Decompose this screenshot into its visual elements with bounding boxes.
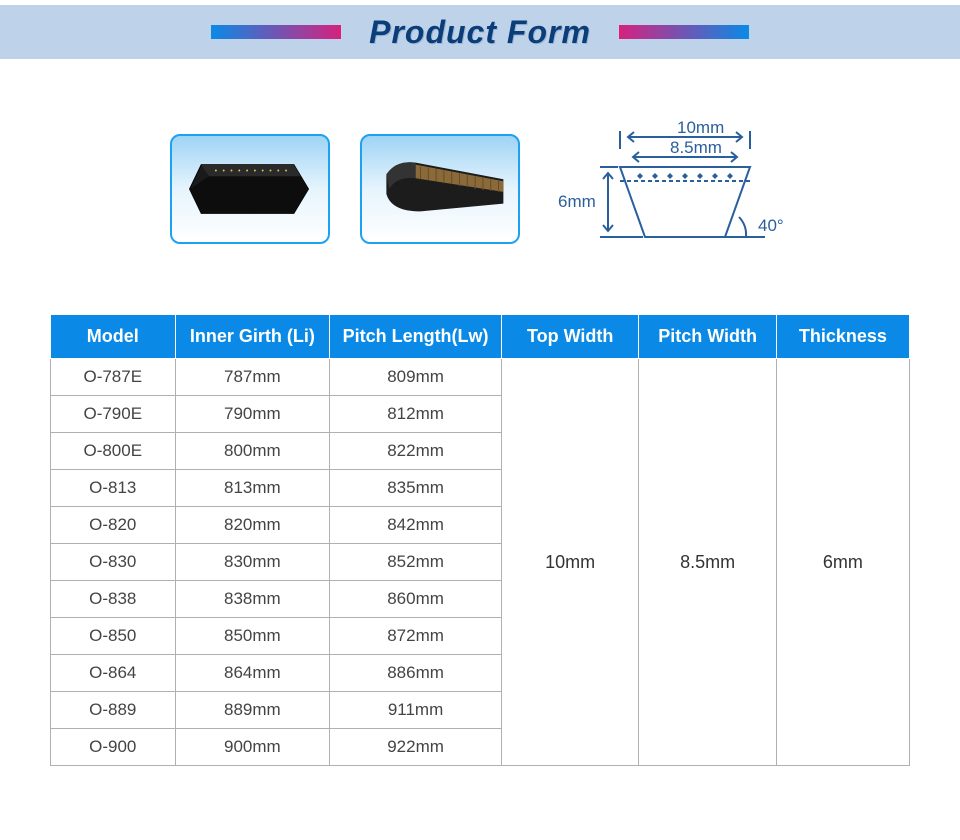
cell-inner-girth: 830mm (175, 544, 330, 581)
cell-pitch-length: 809mm (330, 359, 502, 396)
cell-model: O-820 (51, 507, 176, 544)
th-thickness: Thickness (776, 315, 909, 359)
cell-inner-girth: 838mm (175, 581, 330, 618)
cell-inner-girth: 790mm (175, 396, 330, 433)
cell-inner-girth: 820mm (175, 507, 330, 544)
spec-table: Model Inner Girth (Li) Pitch Length(Lw) … (50, 314, 910, 766)
page-title: Product Form (369, 14, 591, 51)
gradient-bar-left (211, 25, 341, 39)
th-model: Model (51, 315, 176, 359)
cell-pitch-length: 835mm (330, 470, 502, 507)
cell-pitch-length: 860mm (330, 581, 502, 618)
cell-top-width: 10mm (501, 359, 638, 766)
diagram-height: 6mm (558, 192, 596, 211)
cell-pitch-length: 911mm (330, 692, 502, 729)
cell-model: O-813 (51, 470, 176, 507)
product-image-1 (170, 134, 330, 244)
table-header-row: Model Inner Girth (Li) Pitch Length(Lw) … (51, 315, 910, 359)
cell-pitch-length: 922mm (330, 729, 502, 766)
cell-model: O-864 (51, 655, 176, 692)
cell-pitch-length: 822mm (330, 433, 502, 470)
vbelt-loop-icon (172, 134, 328, 244)
cell-model: O-900 (51, 729, 176, 766)
cell-pitch-length: 842mm (330, 507, 502, 544)
cell-pitch-length: 852mm (330, 544, 502, 581)
table-row: O-787E787mm809mm10mm8.5mm6mm (51, 359, 910, 396)
cell-model: O-838 (51, 581, 176, 618)
cell-inner-girth: 864mm (175, 655, 330, 692)
th-pitch-length: Pitch Length(Lw) (330, 315, 502, 359)
cell-pitch-width: 8.5mm (639, 359, 776, 766)
cell-pitch-length: 872mm (330, 618, 502, 655)
diagram-angle: 40° (758, 216, 784, 235)
cell-model: O-787E (51, 359, 176, 396)
th-top-width: Top Width (501, 315, 638, 359)
header-bar: Product Form (0, 5, 960, 59)
cell-inner-girth: 900mm (175, 729, 330, 766)
cell-thickness: 6mm (776, 359, 909, 766)
cell-pitch-length: 812mm (330, 396, 502, 433)
cell-model: O-850 (51, 618, 176, 655)
vbelt-cutaway-icon (362, 134, 518, 244)
cell-model: O-790E (51, 396, 176, 433)
cell-inner-girth: 800mm (175, 433, 330, 470)
diagram-top-width: 10mm (677, 119, 724, 137)
product-images-row: 10mm 8.5mm (0, 119, 960, 259)
diagram-pitch-width: 8.5mm (670, 138, 722, 157)
th-pitch-width: Pitch Width (639, 315, 776, 359)
cell-inner-girth: 889mm (175, 692, 330, 729)
cell-inner-girth: 787mm (175, 359, 330, 396)
cell-model: O-889 (51, 692, 176, 729)
gradient-bar-right (619, 25, 749, 39)
cell-model: O-800E (51, 433, 176, 470)
cross-section-diagram: 10mm 8.5mm (550, 119, 790, 259)
cell-pitch-length: 886mm (330, 655, 502, 692)
th-inner-girth: Inner Girth (Li) (175, 315, 330, 359)
spec-table-wrap: Model Inner Girth (Li) Pitch Length(Lw) … (50, 314, 910, 766)
spec-table-body: O-787E787mm809mm10mm8.5mm6mmO-790E790mm8… (51, 359, 910, 766)
cell-inner-girth: 813mm (175, 470, 330, 507)
product-image-2 (360, 134, 520, 244)
cell-inner-girth: 850mm (175, 618, 330, 655)
cell-model: O-830 (51, 544, 176, 581)
